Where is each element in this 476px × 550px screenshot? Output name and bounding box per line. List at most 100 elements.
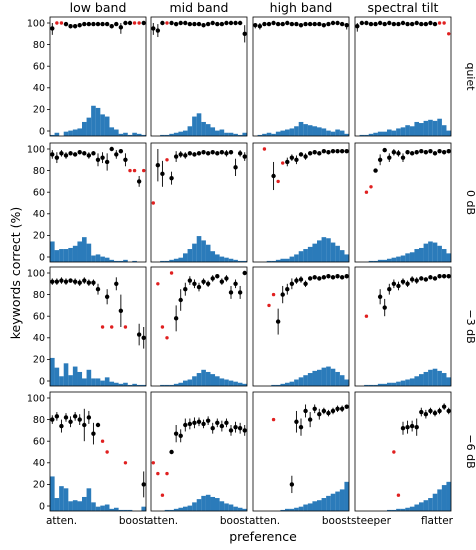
x-end-label-right: boost bbox=[220, 515, 249, 527]
y-tick-label: 20 bbox=[33, 231, 45, 242]
mean-point bbox=[179, 21, 183, 25]
mean-point bbox=[192, 22, 196, 26]
mean-point bbox=[405, 425, 409, 429]
histogram-bar bbox=[446, 131, 451, 136]
mean-point bbox=[229, 290, 233, 294]
mean-point bbox=[192, 152, 196, 156]
histogram-bar bbox=[340, 250, 345, 262]
histogram-bar bbox=[206, 495, 211, 511]
panel-quiet-spectral-tilt bbox=[355, 17, 451, 136]
mean-point bbox=[179, 152, 183, 156]
mean-point bbox=[326, 22, 330, 26]
histogram-bar bbox=[299, 377, 304, 386]
mean-point bbox=[331, 275, 335, 279]
mean-point bbox=[78, 150, 82, 154]
mean-point bbox=[68, 151, 72, 155]
mean-point bbox=[345, 149, 349, 153]
mean-point bbox=[308, 22, 312, 26]
histogram-bar bbox=[210, 374, 215, 386]
panel-minus6-db-low-band bbox=[50, 392, 146, 511]
mean-point bbox=[299, 152, 303, 156]
mean-point bbox=[64, 22, 68, 26]
mean-point bbox=[378, 158, 382, 162]
histogram-bar bbox=[105, 117, 110, 136]
mean-point bbox=[428, 275, 432, 279]
mean-point bbox=[419, 410, 423, 414]
mean-point bbox=[396, 22, 400, 26]
histogram-bar bbox=[68, 501, 73, 511]
histogram-bar bbox=[77, 372, 82, 386]
mean-point bbox=[410, 151, 414, 155]
mean-point bbox=[105, 295, 109, 299]
histogram-bar bbox=[215, 498, 220, 511]
histogram-bar bbox=[285, 383, 290, 386]
column-titles: low band mid band high band spectral tilt bbox=[70, 0, 439, 15]
x-end-label-right: boost bbox=[322, 515, 351, 527]
low-count-point bbox=[60, 21, 63, 24]
histogram-bar bbox=[280, 131, 285, 136]
histogram-bar bbox=[446, 482, 451, 511]
low-count-point bbox=[101, 440, 104, 443]
mean-point bbox=[91, 281, 95, 285]
panel-minus3-db-mid-band bbox=[151, 267, 247, 386]
mean-point bbox=[160, 172, 164, 176]
histogram-bar bbox=[344, 482, 349, 511]
mean-point bbox=[335, 407, 339, 411]
panel-quiet-low-band bbox=[50, 17, 146, 136]
histogram-bar bbox=[326, 131, 331, 136]
y-tick-label: 0 bbox=[39, 126, 45, 137]
histogram-bar bbox=[183, 131, 188, 136]
mean-point bbox=[433, 276, 437, 280]
mean-point bbox=[229, 150, 233, 154]
mean-point bbox=[211, 426, 215, 430]
x-end-label-right: flatter bbox=[421, 515, 454, 527]
histogram-bar bbox=[446, 377, 451, 386]
histogram-bar bbox=[105, 258, 110, 262]
histogram-bar bbox=[55, 250, 60, 262]
mean-point bbox=[303, 154, 307, 158]
row-title-quiet: quiet bbox=[464, 62, 476, 91]
histogram-bar bbox=[87, 370, 92, 386]
mean-point bbox=[224, 276, 228, 280]
y-tick-label: 40 bbox=[33, 333, 45, 344]
mean-point bbox=[50, 26, 54, 30]
mean-point bbox=[360, 21, 364, 25]
x-end-label-left: steeper bbox=[351, 515, 392, 527]
mean-point bbox=[100, 155, 104, 159]
histogram-bar bbox=[55, 498, 60, 511]
histogram-bar bbox=[224, 258, 229, 262]
mean-point bbox=[59, 151, 63, 155]
low-count-point bbox=[165, 336, 168, 339]
mean-point bbox=[64, 279, 68, 283]
y-axis-label: keywords correct (%) bbox=[8, 207, 23, 339]
mean-point bbox=[373, 168, 377, 172]
mean-point bbox=[238, 151, 242, 155]
histogram-bar bbox=[344, 254, 349, 262]
histogram-bar bbox=[188, 126, 193, 136]
mean-point bbox=[206, 22, 210, 26]
mean-point bbox=[215, 22, 219, 26]
y-tick-label: 20 bbox=[33, 480, 45, 491]
mean-point bbox=[169, 450, 173, 454]
mean-point bbox=[206, 418, 210, 422]
mean-point bbox=[383, 22, 387, 26]
histogram-bar bbox=[141, 507, 146, 511]
mean-point bbox=[322, 149, 326, 153]
mean-point bbox=[179, 298, 183, 302]
panel-grid bbox=[50, 17, 451, 511]
mean-point bbox=[174, 154, 178, 158]
histogram-bar bbox=[382, 132, 387, 136]
mean-point bbox=[64, 415, 68, 419]
histogram-bar bbox=[59, 249, 64, 262]
mean-point bbox=[243, 271, 247, 275]
histogram-bar bbox=[387, 130, 392, 136]
histogram-bar bbox=[91, 378, 96, 386]
histogram-bar bbox=[100, 506, 105, 511]
mean-point bbox=[271, 21, 275, 25]
histogram-bar bbox=[392, 131, 397, 136]
histogram-bar bbox=[233, 382, 238, 386]
mean-point bbox=[78, 23, 82, 27]
mean-point bbox=[197, 151, 201, 155]
mean-point bbox=[188, 278, 192, 282]
mean-point bbox=[188, 151, 192, 155]
